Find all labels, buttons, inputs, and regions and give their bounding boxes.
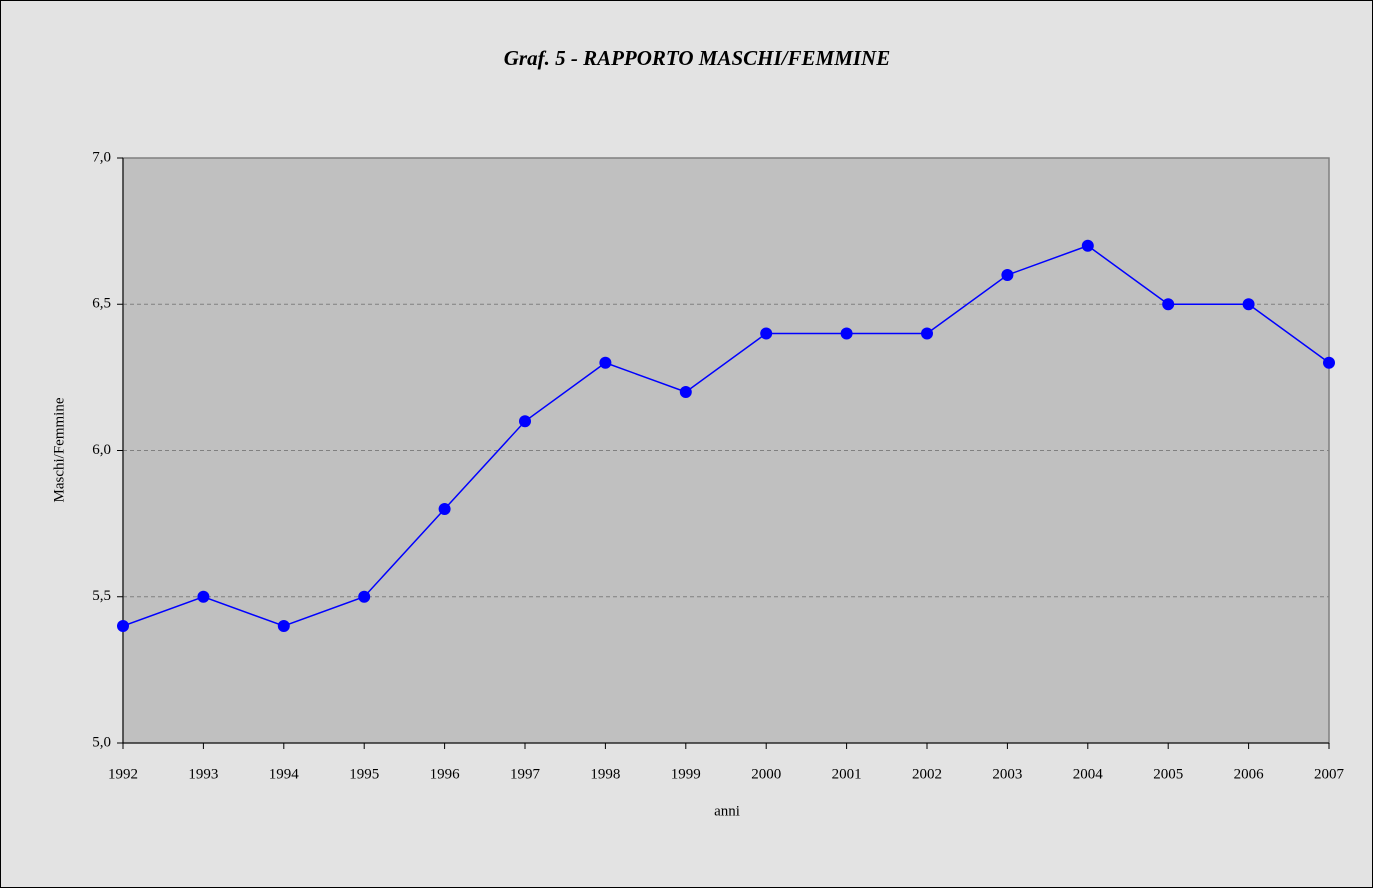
chart-title: Graf. 5 - RAPPORTO MASCHI/FEMMINE xyxy=(504,46,890,70)
x-tick-label: 1997 xyxy=(510,766,541,782)
x-tick-label: 2006 xyxy=(1234,766,1265,782)
x-tick-label: 1998 xyxy=(590,766,620,782)
data-point xyxy=(679,386,692,398)
data-point xyxy=(1001,269,1014,281)
data-point xyxy=(921,327,933,340)
data-point xyxy=(519,415,531,428)
x-tick-label: 1995 xyxy=(349,766,379,782)
data-point xyxy=(1242,298,1255,311)
data-point xyxy=(438,503,451,515)
x-tick-label: 2003 xyxy=(992,766,1022,782)
x-tick-label: 2001 xyxy=(832,766,862,782)
data-point xyxy=(358,590,371,603)
x-tick-label: 2000 xyxy=(751,766,781,782)
y-tick-label: 6,5 xyxy=(92,296,111,312)
x-tick-label: 2002 xyxy=(912,766,942,782)
x-tick-label: 2004 xyxy=(1073,766,1104,782)
data-point xyxy=(277,620,290,632)
y-tick-label: 7,0 xyxy=(92,149,111,165)
x-tick-label: 1993 xyxy=(188,766,218,782)
data-point xyxy=(760,327,773,340)
y-tick-label: 6,0 xyxy=(92,442,111,458)
data-point xyxy=(840,327,853,340)
x-tick-label: 1996 xyxy=(430,766,461,782)
data-point xyxy=(599,356,612,369)
x-tick-label: 1999 xyxy=(671,766,701,782)
y-tick-label: 5,5 xyxy=(92,588,111,604)
x-tick-label: 1994 xyxy=(269,766,300,782)
data-point xyxy=(197,590,210,603)
data-line xyxy=(122,244,1330,627)
data-point xyxy=(1323,356,1335,369)
data-point xyxy=(117,620,129,632)
x-tick-label: 2007 xyxy=(1314,766,1345,782)
data-point xyxy=(1081,239,1094,252)
x-axis-label: anni xyxy=(714,803,740,819)
data-point xyxy=(1162,298,1175,311)
y-axis-label: Maschi/Femmine xyxy=(51,397,67,502)
x-tick-label: 1992 xyxy=(108,766,138,782)
x-tick-label: 2005 xyxy=(1153,766,1183,782)
y-tick-label: 5,0 xyxy=(92,734,111,750)
